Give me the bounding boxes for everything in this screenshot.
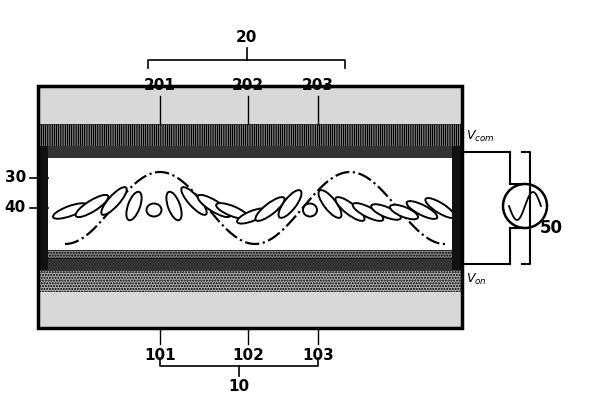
Text: 20: 20 [236, 30, 257, 45]
Ellipse shape [237, 208, 267, 223]
Ellipse shape [407, 201, 438, 219]
Ellipse shape [390, 205, 418, 219]
Bar [38, 86, 462, 328]
Text: $V_{com}$: $V_{com}$ [466, 129, 494, 144]
Ellipse shape [181, 187, 207, 215]
Ellipse shape [335, 197, 365, 221]
Ellipse shape [216, 203, 248, 219]
Text: $V_{on}$: $V_{on}$ [466, 272, 487, 287]
Bar [38, 292, 462, 328]
Bar [452, 146, 462, 270]
Ellipse shape [53, 203, 87, 219]
Ellipse shape [318, 190, 341, 218]
Ellipse shape [146, 203, 162, 216]
Bar [38, 258, 462, 270]
Ellipse shape [126, 192, 141, 220]
Bar [38, 146, 48, 270]
Text: 103: 103 [302, 348, 334, 363]
Bar [38, 124, 462, 146]
Bar [38, 124, 462, 146]
Text: 102: 102 [232, 348, 264, 363]
Bar [38, 146, 462, 158]
Text: 202: 202 [232, 78, 264, 93]
Bar [38, 250, 462, 258]
Ellipse shape [278, 190, 302, 218]
Text: 30: 30 [5, 171, 26, 186]
Bar [38, 270, 462, 292]
Ellipse shape [198, 195, 230, 217]
Ellipse shape [76, 195, 108, 217]
Bar [38, 86, 462, 124]
Ellipse shape [303, 203, 317, 216]
Text: 201: 201 [144, 78, 176, 93]
Ellipse shape [371, 204, 401, 220]
Bar [38, 158, 462, 166]
Ellipse shape [166, 192, 182, 220]
Text: 10: 10 [228, 379, 250, 394]
Ellipse shape [101, 187, 127, 215]
Ellipse shape [255, 197, 285, 221]
Ellipse shape [425, 198, 455, 218]
Bar [38, 158, 462, 258]
Ellipse shape [353, 203, 383, 221]
Text: 50: 50 [540, 219, 563, 237]
Text: 203: 203 [302, 78, 334, 93]
Text: 40: 40 [5, 201, 26, 215]
Text: 101: 101 [144, 348, 176, 363]
